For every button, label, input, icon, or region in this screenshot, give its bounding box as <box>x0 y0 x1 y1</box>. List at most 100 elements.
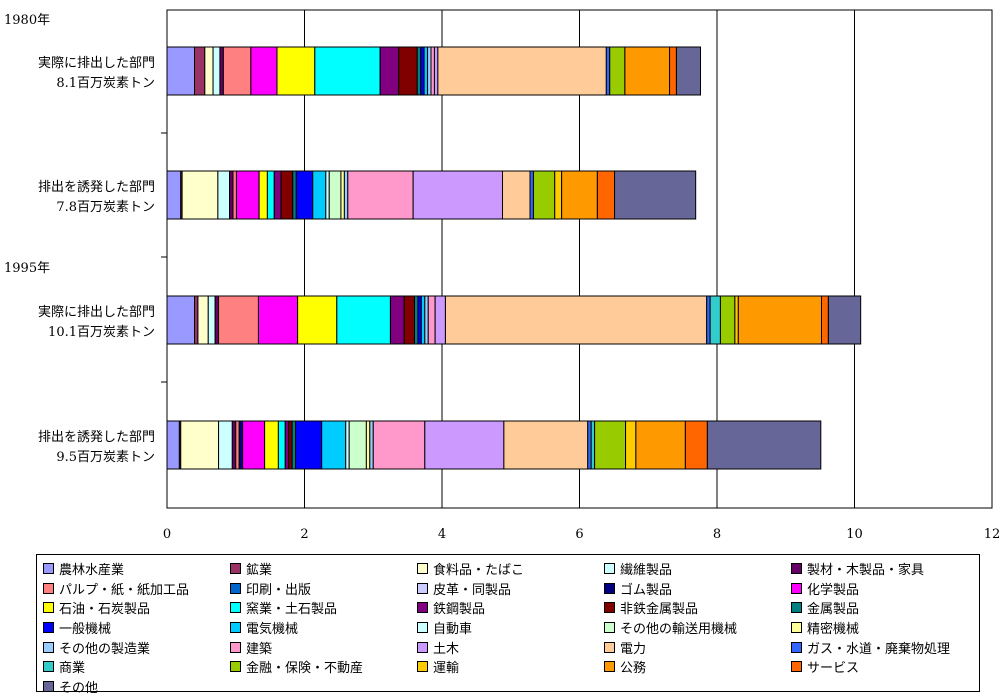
stacked-bar-chart: 0 2 4 6 8 10 12 1980年1995年実際に排出した部門8.1百万炭素トン排出… <box>4 9 1001 540</box>
legend-label: 皮革・同製品 <box>433 582 512 598</box>
legend-label: ガス・水道・廃棄物処理 <box>807 641 951 657</box>
bar-segment <box>166 420 180 470</box>
bar-segment <box>235 420 240 470</box>
bar-segment <box>434 295 446 345</box>
legend-swatch <box>43 582 54 594</box>
bar-label-line1: 排出を誘発した部門 <box>38 430 155 445</box>
bar-label-line1: 実際に排出した部門 <box>38 55 155 71</box>
bar-segment <box>398 46 418 96</box>
bar-label-line1: 実際に排出した部門 <box>38 304 155 320</box>
bar-segment <box>624 46 671 96</box>
legend-item: ゴム製品 <box>604 579 791 599</box>
legend-label: その他の製造業 <box>59 641 151 657</box>
bar-segment <box>336 295 391 345</box>
bar-segment <box>821 295 829 345</box>
bar-segment <box>277 420 286 470</box>
legend-item: 自動車 <box>417 618 604 638</box>
bar-segment <box>416 46 422 96</box>
legend-label: 化学製品 <box>807 582 860 598</box>
bar-segment <box>328 170 342 220</box>
legend-swatch <box>604 602 615 614</box>
bar-segment <box>242 420 266 470</box>
legend-item: 精密機械 <box>791 618 978 638</box>
legend-label: 土木 <box>433 641 460 657</box>
legend-label: 農林水産業 <box>59 563 125 579</box>
legend-swatch <box>791 563 802 575</box>
bar-segment <box>266 170 275 220</box>
legend-swatch <box>230 582 241 594</box>
bar-segment <box>614 170 697 220</box>
bar-segment <box>379 46 400 96</box>
legend-swatch <box>604 622 615 634</box>
legend-item: 製材・木製品・家具 <box>791 559 978 579</box>
legend-item: その他 <box>43 677 230 696</box>
legend-label: 電力 <box>620 641 647 657</box>
bar-segment <box>433 46 439 96</box>
bar-segment <box>503 420 589 470</box>
bar-segment <box>529 170 534 220</box>
legend-swatch <box>604 661 615 673</box>
legend-swatch <box>230 641 241 653</box>
legend-swatch <box>43 680 54 692</box>
bar-segment <box>257 295 299 345</box>
legend-label: 商業 <box>59 661 86 677</box>
bars <box>166 46 862 470</box>
legend-label: 製材・木製品・家具 <box>807 563 925 579</box>
x-tick-label: 10 <box>846 527 863 540</box>
legend-label: 金属製品 <box>807 602 860 618</box>
legend-item: 鉱業 <box>230 559 417 579</box>
legend-item: 農林水産業 <box>43 559 230 579</box>
legend-item: 金融・保険・不動産 <box>230 657 417 677</box>
legend-label: 繊維製品 <box>620 563 673 579</box>
legend-swatch <box>791 661 802 673</box>
bar-segment <box>709 295 721 345</box>
bar-segment <box>347 170 414 220</box>
bar-segment <box>427 46 432 96</box>
bar-label-line2: 8.1百万炭素トン <box>56 76 155 91</box>
bar-segment <box>276 46 316 96</box>
bar-segment <box>166 295 195 345</box>
legend-swatch <box>43 622 54 634</box>
legend-swatch <box>230 602 241 614</box>
bar-segment <box>325 170 330 220</box>
legend-item: 電気機械 <box>230 618 417 638</box>
group-label: 1980年 <box>4 13 50 28</box>
bar-segment <box>719 295 736 345</box>
bar-segment <box>197 295 209 345</box>
legend-swatch <box>791 602 802 614</box>
legend-label: その他の輸送用機械 <box>620 622 738 638</box>
bar-segment <box>502 170 531 220</box>
bar-segment <box>444 295 708 345</box>
legend-item: 皮革・同製品 <box>417 579 604 599</box>
legend-swatch <box>417 582 428 594</box>
legend-swatch <box>604 563 615 575</box>
bar-segment <box>412 170 503 220</box>
legend-label: 建築 <box>246 641 273 657</box>
bar-segment <box>635 420 686 470</box>
bar-segment <box>403 295 415 345</box>
legend-swatch <box>43 563 54 575</box>
legend-label: 自動車 <box>433 622 473 638</box>
bar-segment <box>427 295 436 345</box>
legend-item: ガス・水道・廃棄物処理 <box>791 637 978 657</box>
bar-segment <box>295 170 314 220</box>
bar-segment <box>166 46 195 96</box>
bar-segment <box>291 420 297 470</box>
legend-swatch <box>791 582 802 594</box>
bar-label-line1: 排出を誘発した部門 <box>38 180 155 195</box>
legend-label: 運輸 <box>433 661 460 677</box>
bar-segment <box>420 46 425 96</box>
bar-segment <box>420 295 426 345</box>
bar-segment <box>194 295 199 345</box>
x-tick-label: 12 <box>984 527 1001 540</box>
bar-segment <box>594 420 627 470</box>
legend-label: 精密機械 <box>807 622 860 638</box>
bar-segment <box>437 46 607 96</box>
bar-segment <box>414 295 419 345</box>
bar-segment <box>312 170 327 220</box>
bar-segment <box>706 295 711 345</box>
legend-label: 印刷・出版 <box>246 582 312 598</box>
bar-segment <box>219 46 224 96</box>
bar-segment <box>348 420 367 470</box>
bar-segment <box>321 420 347 470</box>
